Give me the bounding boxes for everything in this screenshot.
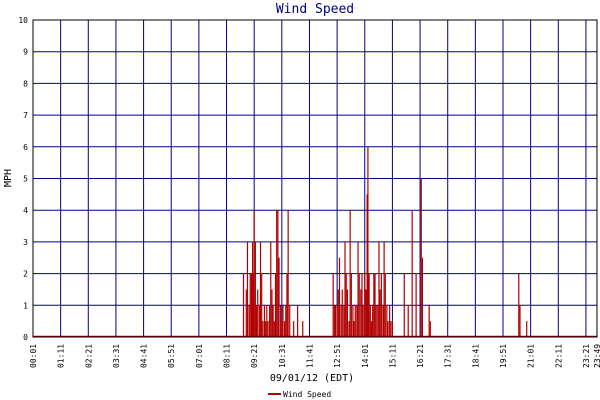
- x-tick-label: 04:41: [140, 344, 149, 368]
- legend-label-wind-speed: Wind Speed: [283, 390, 331, 399]
- y-tick-label: 4: [23, 206, 28, 215]
- y-tick-label: 5: [23, 175, 28, 184]
- y-tick-label: 7: [23, 111, 28, 120]
- x-tick-label: 02:21: [84, 344, 93, 368]
- y-tick-label: 9: [23, 48, 28, 57]
- x-axis-label: 09/01/12 (EDT): [270, 373, 354, 384]
- y-axis-label: MPH: [3, 169, 14, 187]
- x-tick-label: 12:51: [333, 344, 342, 368]
- y-tick-label: 0: [23, 333, 28, 342]
- plot-border: [32, 19, 598, 338]
- y-tick-label: 6: [23, 143, 28, 152]
- x-tick-label: 23:21: [582, 344, 591, 368]
- y-tick-label: 2: [23, 270, 28, 279]
- x-tick-label: 08:11: [223, 344, 232, 368]
- plot-frame: [32, 19, 598, 338]
- y-tick-label: 8: [23, 79, 28, 88]
- x-tick-label: 18:41: [471, 344, 480, 368]
- x-tick-label: 17:31: [444, 344, 453, 368]
- grid: [32, 19, 598, 338]
- x-tick-label: 03:31: [112, 344, 121, 368]
- legend: Wind Speed: [268, 390, 331, 399]
- x-tick-label: 09:21: [250, 344, 259, 368]
- x-tick-label: 22:11: [554, 344, 563, 368]
- x-tick-label: 23:49: [593, 344, 600, 368]
- x-tick-label: 00:01: [29, 344, 38, 368]
- x-tick-label: 16:21: [416, 344, 425, 368]
- x-tick-label: 10:31: [278, 344, 287, 368]
- x-tick-label: 14:01: [361, 344, 370, 368]
- x-tick-label: 07:01: [195, 344, 204, 368]
- y-tick-labels: 0 1 2 3 4 5 6 7 8 9 10: [18, 16, 28, 342]
- x-tick-labels: 00:01 01:11 02:21 03:31 04:41 05:51 07:01 08:11…: [29, 344, 600, 368]
- x-tick-label: 21:01: [527, 344, 536, 368]
- x-tick-label: 01:11: [57, 344, 66, 368]
- x-tick-label: 05:51: [167, 344, 176, 368]
- y-tick-label: 1: [23, 301, 28, 310]
- y-tick-label: 10: [18, 16, 28, 25]
- x-tick-label: 11:41: [305, 344, 314, 368]
- x-tick-label: 15:11: [388, 344, 397, 368]
- y-tick-label: 3: [23, 238, 28, 247]
- x-tick-label: 19:51: [499, 344, 508, 368]
- chart-title: Wind Speed: [276, 2, 354, 17]
